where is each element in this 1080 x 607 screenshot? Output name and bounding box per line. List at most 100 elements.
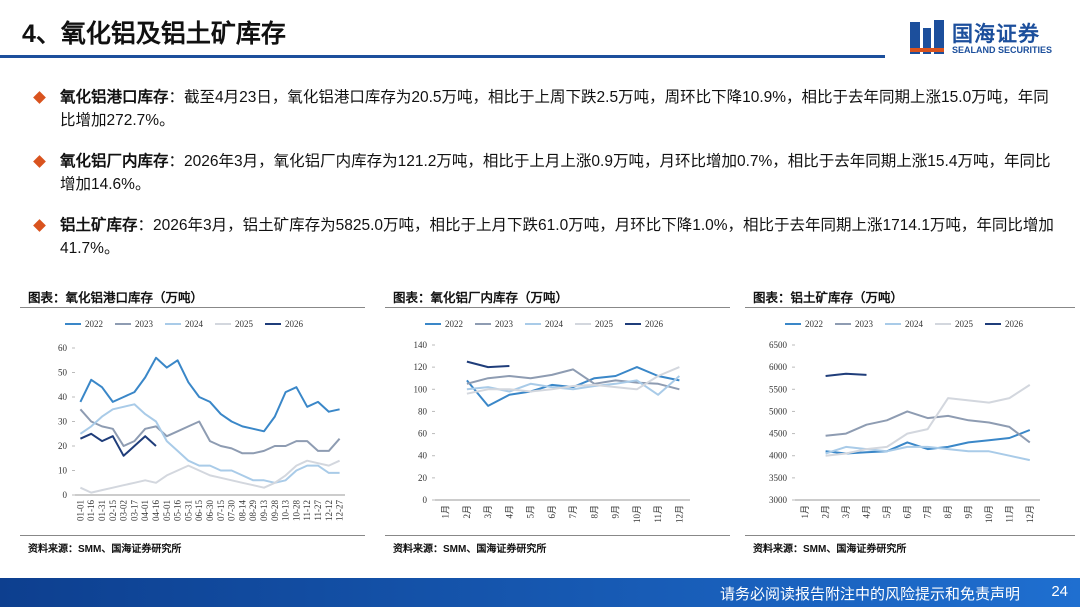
x-tick-label: 04-01 (140, 500, 150, 521)
x-tick-label: 11-12 (302, 500, 312, 521)
chart-panel: 图表：氧化铝厂内库存（万吨） 2022 2023 2024 2025 2026 0 20 40… (385, 285, 730, 555)
legend-label: 2026 (645, 319, 664, 329)
title-rule (0, 55, 885, 58)
x-tick-label: 8月 (943, 505, 953, 519)
bullet-text: ：2026年3月，氧化铝厂内库存为121.2万吨，相比于上月上涨0.9万吨，月环… (60, 153, 1051, 193)
x-tick-label: 10-28 (291, 500, 301, 521)
x-tick-label: 07-15 (216, 500, 226, 521)
y-tick-label: 80 (418, 406, 428, 416)
x-tick-label: 10月 (632, 505, 642, 523)
legend-label: 2026 (285, 319, 304, 329)
x-tick-label: 1月 (800, 505, 810, 519)
x-tick-label: 12月 (1025, 505, 1035, 523)
x-tick-label: 8月 (589, 505, 599, 519)
logo-icon (910, 20, 944, 54)
y-tick-label: 20 (58, 441, 68, 451)
y-tick-label: 20 (418, 473, 428, 483)
x-tick-label: 4月 (861, 505, 871, 519)
x-tick-label: 05-16 (173, 500, 183, 521)
chart-source: 资料来源：SMM、国海证券研究所 (28, 544, 182, 555)
y-tick-label: 6500 (769, 340, 788, 350)
series-line (825, 445, 1031, 462)
y-tick-label: 120 (414, 362, 428, 372)
x-tick-label: 08-29 (248, 500, 258, 521)
series-line (79, 432, 157, 457)
x-tick-label: 7月 (568, 505, 578, 519)
chart-source: 资料来源：SMM、国海证券研究所 (393, 544, 547, 555)
x-tick-label: 1月 (441, 505, 451, 519)
y-tick-label: 5500 (769, 384, 788, 394)
x-tick-label: 01-31 (97, 500, 107, 521)
x-tick-label: 7月 (923, 505, 933, 519)
chart: 2022 2023 2024 2025 2026 0 20 40 60 80 100 120 140 1月… (414, 319, 690, 523)
legend-label: 2025 (595, 319, 614, 329)
y-tick-label: 5000 (769, 406, 788, 416)
logo: 国海证券 SEALAND SECURITIES (908, 18, 1068, 60)
bullet: 氧化铝厂内库存：2026年3月，氧化铝厂内库存为121.2万吨，相比于上月上涨0… (33, 150, 1060, 196)
x-tick-label: 09-28 (270, 500, 280, 521)
legend-label: 2024 (545, 319, 564, 329)
y-tick-label: 3500 (769, 473, 788, 483)
series-line (825, 410, 1031, 444)
legend-label: 2023 (855, 319, 874, 329)
x-tick-label: 12月 (674, 505, 684, 523)
x-tick-label: 01-01 (75, 500, 85, 521)
page-number: 24 (1051, 583, 1068, 600)
chart-source: 资料来源：SMM、国海证券研究所 (753, 544, 907, 555)
x-tick-label: 9月 (611, 505, 621, 519)
series-line (79, 356, 340, 433)
bullet-label: 氧化铝港口库存 (60, 89, 169, 106)
chart-title: 图表：氧化铝厂内库存（万吨） (393, 291, 569, 305)
x-tick-label: 6月 (902, 505, 912, 519)
legend-label: 2025 (955, 319, 974, 329)
x-tick-label: 3月 (841, 505, 851, 519)
series-line (79, 408, 341, 455)
chart-title: 图表：铝土矿库存（万吨） (753, 291, 904, 305)
y-tick-label: 4500 (769, 429, 788, 439)
series-line (825, 384, 1031, 457)
legend-label: 2024 (905, 319, 924, 329)
series-line (79, 459, 341, 494)
chart-title: 图表：氧化铝港口库存（万吨） (28, 291, 204, 305)
x-tick-label: 05-31 (183, 500, 193, 521)
x-tick-label: 01-16 (86, 500, 96, 521)
series-line (825, 372, 867, 377)
x-tick-label: 3月 (483, 505, 493, 519)
x-tick-label: 6月 (547, 505, 557, 519)
y-tick-label: 60 (418, 429, 428, 439)
x-tick-label: 07-30 (227, 500, 237, 521)
legend-label: 2022 (445, 319, 463, 329)
logo-en: SEALAND SECURITIES (952, 45, 1053, 55)
x-tick-label: 11-27 (313, 500, 323, 521)
legend-label: 2024 (185, 319, 204, 329)
x-tick-label: 9月 (964, 505, 974, 519)
x-tick-label: 05-01 (162, 500, 172, 521)
bullet-text: ：截至4月23日，氧化铝港口库存为20.5万吨，相比于上周下跌2.5万吨，周环比… (60, 89, 1049, 129)
y-tick-label: 3000 (769, 495, 788, 505)
x-tick-label: 5月 (526, 505, 536, 519)
x-tick-label: 12-27 (335, 500, 345, 521)
series-line (466, 368, 680, 391)
x-tick-label: 10月 (984, 505, 994, 523)
series-line (466, 366, 680, 395)
x-tick-label: 10-13 (281, 500, 291, 521)
bullet: 氧化铝港口库存：截至4月23日，氧化铝港口库存为20.5万吨，相比于上周下跌2.… (33, 86, 1060, 132)
legend-label: 2022 (85, 319, 103, 329)
series-line (466, 366, 680, 407)
x-tick-label: 2月 (821, 505, 831, 519)
y-tick-label: 6000 (769, 362, 788, 372)
y-tick-label: 30 (58, 417, 68, 427)
y-tick-label: 100 (414, 384, 428, 394)
y-tick-label: 60 (58, 343, 68, 353)
y-tick-label: 10 (58, 466, 68, 476)
series-line (79, 403, 340, 484)
bullet-text: ：2026年3月，铝土矿库存为5825.0万吨，相比于上月下跌61.0万吨，月环… (60, 217, 1054, 257)
x-tick-label: 4月 (504, 505, 514, 519)
x-tick-label: 03-02 (119, 500, 129, 521)
footer: 请务必阅读报告附注中的风险提示和免责声明 24 (0, 578, 1080, 607)
x-tick-label: 03-17 (129, 500, 139, 521)
logo-cn: 国海证券 (952, 23, 1040, 46)
legend-label: 2026 (1005, 319, 1024, 329)
